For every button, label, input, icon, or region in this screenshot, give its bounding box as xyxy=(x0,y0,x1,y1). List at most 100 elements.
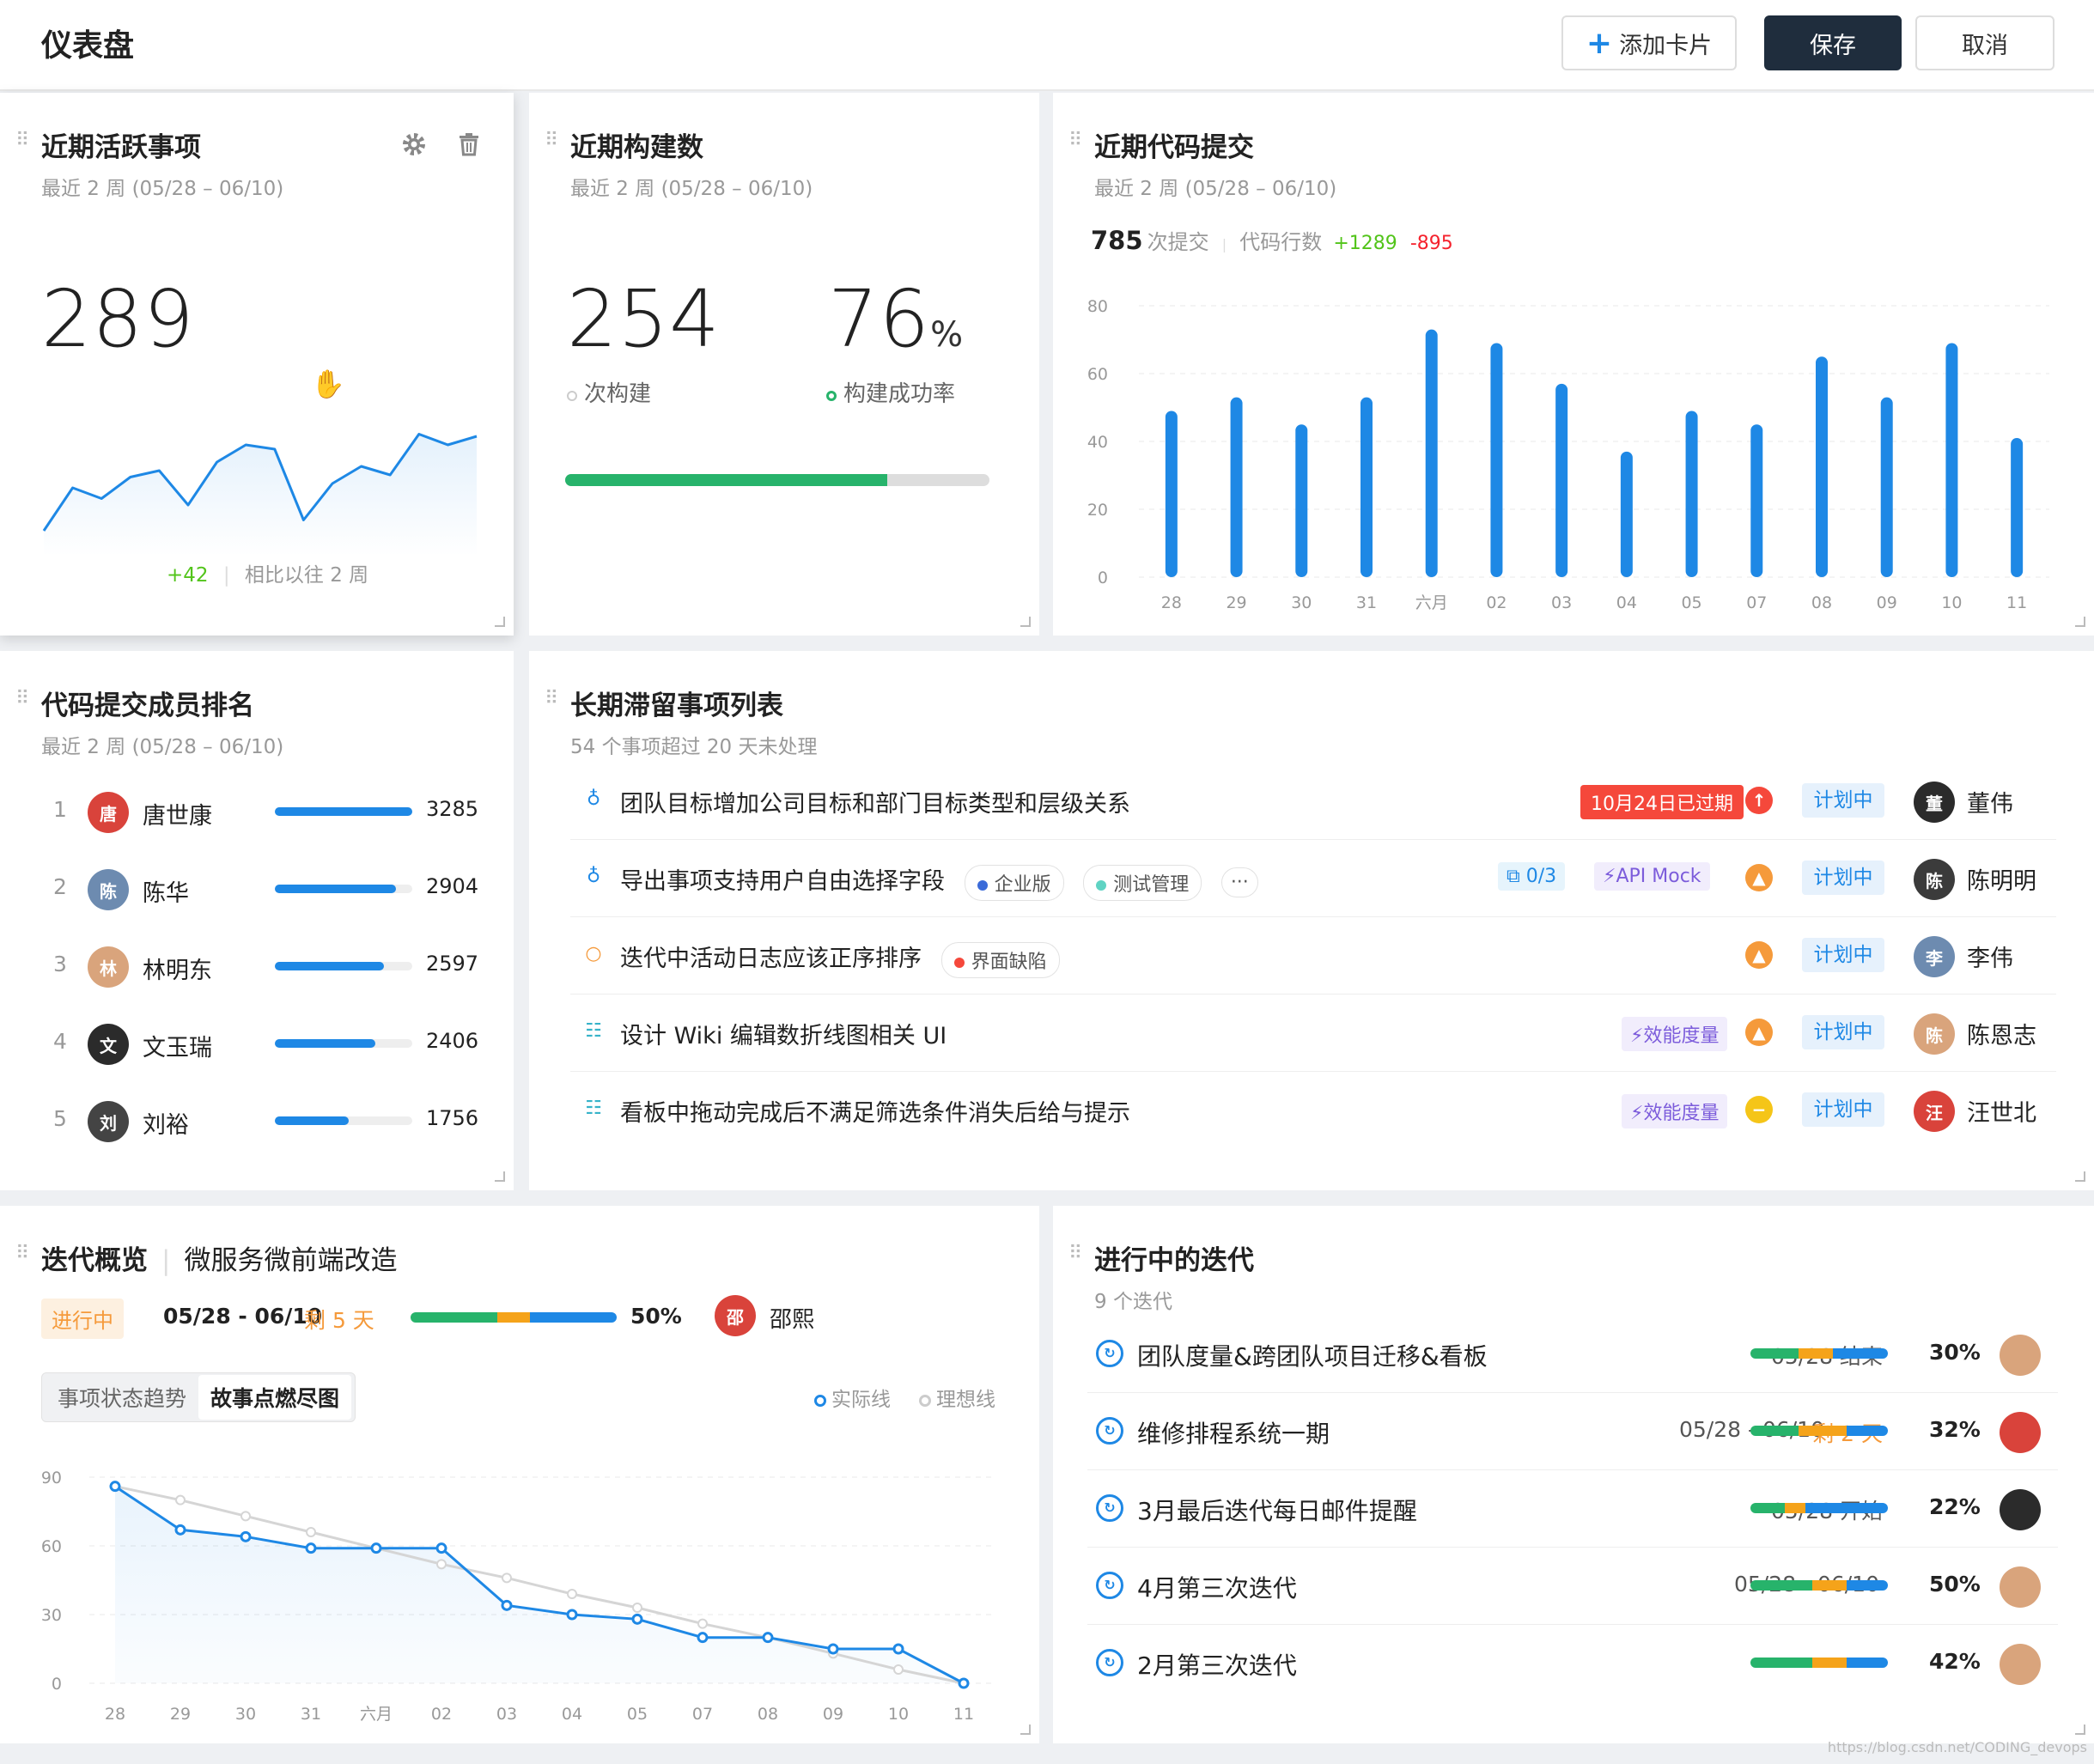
card-ranking[interactable]: ⠿ 代码提交成员排名 最近 2 周 (05/28 – 06/10) 1 唐 唐世… xyxy=(0,651,514,1190)
drag-handle-icon[interactable]: ⠿ xyxy=(545,688,558,709)
ranking-row[interactable]: 1 唐 唐世康 3285 xyxy=(0,787,514,838)
iteration-row[interactable]: ↻ 3月最后迭代每日邮件提醒 05/28 开始 22% xyxy=(1087,1470,2058,1548)
y-tick-label: 90 xyxy=(41,1469,62,1487)
iteration-name[interactable]: 4月第三次迭代 xyxy=(1137,1574,1297,1603)
drag-handle-icon[interactable]: ⠿ xyxy=(545,130,558,151)
card-stale-items[interactable]: ⠿ 长期滞留事项列表 54 个事项超过 20 天未处理 ♁ 团队目标增加公司目标… xyxy=(529,651,2094,1190)
more-tags-button[interactable]: ··· xyxy=(1220,867,1258,897)
iteration-name[interactable]: 维修排程系统一期 xyxy=(1137,1420,1330,1448)
project-chip[interactable]: ⚡效能度量 xyxy=(1622,1094,1728,1128)
resize-handle[interactable] xyxy=(2075,617,2085,627)
item-title[interactable]: 设计 Wiki 编辑数折线图相关 UI xyxy=(620,1023,947,1049)
iteration-name[interactable]: 团队度量&跨团队项目迁移&看板 xyxy=(1137,1342,1488,1371)
item-title[interactable]: 迭代中活动日志应该正序排序 xyxy=(620,946,922,972)
cancel-button[interactable]: 取消 xyxy=(1915,15,2054,70)
status-badge[interactable]: 计划中 xyxy=(1802,1015,1884,1049)
ranking-row[interactable]: 5 刘 刘裕 1756 xyxy=(0,1096,514,1147)
iteration-row[interactable]: ↻ 4月第三次迭代 05/28 - 06/10 50% xyxy=(1087,1548,2058,1625)
avatar: 董 xyxy=(1914,782,1955,823)
divider: | xyxy=(222,564,230,587)
priority-icon[interactable]: ▲ xyxy=(1745,1019,1773,1046)
iteration-pct: 22% xyxy=(1929,1494,1981,1519)
drag-handle-icon[interactable]: ⠿ xyxy=(15,688,29,709)
member-value: 2597 xyxy=(426,952,479,976)
rank-bar-fill xyxy=(275,807,412,816)
card-iteration-overview[interactable]: ⠿ 迭代概览 | 微服务微前端改造 进行中 05/28 - 06/10 剩 5 天 … xyxy=(0,1206,1039,1743)
project-chip[interactable]: ⚡效能度量 xyxy=(1622,1017,1728,1051)
card-subtitle: 最近 2 周 (05/28 – 06/10) xyxy=(570,178,813,200)
legend-ideal[interactable]: 理想线 xyxy=(919,1383,995,1412)
item-title[interactable]: 团队目标增加公司目标和部门目标类型和层级关系 xyxy=(620,791,1130,818)
iteration-icon: ↻ xyxy=(1096,1572,1123,1599)
gear-icon[interactable] xyxy=(400,131,428,158)
drag-handle-icon[interactable]: ⠿ xyxy=(15,1243,29,1264)
drag-handle-icon[interactable]: ⠿ xyxy=(15,130,29,151)
iteration-icon: ↻ xyxy=(1096,1340,1123,1367)
priority-icon[interactable]: − xyxy=(1745,1096,1773,1123)
status-badge[interactable]: 计划中 xyxy=(1802,861,1884,895)
resize-handle[interactable] xyxy=(1020,1724,1031,1735)
iteration-name[interactable]: 3月最后迭代每日邮件提醒 xyxy=(1137,1497,1417,1525)
resize-handle[interactable] xyxy=(1020,617,1031,627)
list-item[interactable]: ♁ 导出事项支持用户自由选择字段 企业版 测试管理 ··· ⧉ 0/3 ⚡API… xyxy=(570,840,2056,917)
legend-actual[interactable]: 实际线 xyxy=(814,1383,891,1412)
tag-test-management[interactable]: 测试管理 xyxy=(1083,864,1202,901)
add-card-button[interactable]: + 添加卡片 xyxy=(1561,15,1737,70)
overdue-badge: 10月24日已过期 xyxy=(1580,785,1744,819)
tag-enterprise[interactable]: 企业版 xyxy=(964,864,1064,901)
save-button[interactable]: 保存 xyxy=(1764,15,1902,70)
resize-handle[interactable] xyxy=(495,617,505,627)
priority-icon[interactable]: ↑ xyxy=(1745,787,1773,814)
x-tick-label: 10 xyxy=(888,1705,909,1724)
card-active-items[interactable]: ⠿ 近期活跃事项 最近 2 周 (05/28 – 06/10) 289 ✋ +4… xyxy=(0,93,514,636)
drag-handle-icon[interactable]: ⠿ xyxy=(1068,130,1082,151)
status-badge[interactable]: 计划中 xyxy=(1802,783,1884,818)
status-badge[interactable]: 计划中 xyxy=(1802,938,1884,972)
plus-icon: + xyxy=(1586,25,1613,61)
tab-status-trend[interactable]: 事项状态趋势 xyxy=(58,1386,187,1411)
list-item[interactable]: ○ 迭代中活动日志应该正序排序 界面缺陷 ▲ 计划中 李 李伟 xyxy=(570,917,2056,995)
project-chip[interactable]: ⚡API Mock xyxy=(1594,862,1710,891)
iteration-row[interactable]: ↻ 2月第三次迭代 42% xyxy=(1087,1625,2058,1702)
tag-ui-defect[interactable]: 界面缺陷 xyxy=(940,941,1060,978)
y-tick-label: 60 xyxy=(1087,365,1108,384)
avatar: 陈 xyxy=(88,869,129,910)
iteration-row[interactable]: ↻ 维修排程系统一期 05/28 - 06/10 剩 2 天 32% xyxy=(1087,1393,2058,1470)
card-running-iterations[interactable]: ⠿ 进行中的迭代 9 个迭代 ↻ 团队度量&跨团队项目迁移&看板 05/28 结… xyxy=(1053,1206,2094,1743)
list-item[interactable]: ☷ 看板中拖动完成后不满足筛选条件消失后给与提示 ⚡效能度量 − 计划中 汪 汪… xyxy=(570,1072,2056,1149)
ranking-row[interactable]: 4 文 文玉瑞 2406 xyxy=(0,1019,514,1070)
subtask-chip[interactable]: ⧉ 0/3 xyxy=(1498,862,1566,891)
resize-handle[interactable] xyxy=(2075,1171,2085,1182)
list-item[interactable]: ♁ 团队目标增加公司目标和部门目标类型和层级关系 10月24日已过期 ↑ 计划中… xyxy=(570,763,2056,840)
bar xyxy=(1165,411,1178,577)
item-title[interactable]: 导出事项支持用户自由选择字段 xyxy=(620,868,945,895)
priority-icon[interactable]: ▲ xyxy=(1745,864,1773,891)
page-title: 仪表盘 xyxy=(41,28,135,64)
chart-tab-group: 事项状态趋势 故事点燃尽图 xyxy=(41,1372,356,1422)
bug-icon: ○ xyxy=(585,943,602,964)
drag-handle-icon[interactable]: ⠿ xyxy=(1068,1243,1082,1264)
card-title: 长期滞留事项列表 xyxy=(570,690,783,721)
sparkline-line xyxy=(42,433,478,532)
lightning-icon: ⚡ xyxy=(1630,1103,1644,1124)
avatar: 汪 xyxy=(1914,1091,1955,1132)
card-builds[interactable]: ⠿ 近期构建数 最近 2 周 (05/28 – 06/10) 254 次构建 7… xyxy=(529,93,1039,636)
resize-handle[interactable] xyxy=(2075,1724,2085,1735)
iteration-row[interactable]: ↻ 团队度量&跨团队项目迁移&看板 05/28 结束 30% xyxy=(1087,1316,2058,1393)
x-tick-label: 09 xyxy=(1877,593,1897,612)
ranking-row[interactable]: 3 林 林明东 2597 xyxy=(0,941,514,993)
commit-count: 785 xyxy=(1091,226,1143,255)
tab-burndown[interactable]: 故事点燃尽图 xyxy=(198,1375,352,1420)
iteration-name[interactable]: 微服务微前端改造 xyxy=(184,1245,398,1276)
status-badge[interactable]: 计划中 xyxy=(1802,1092,1884,1127)
priority-icon[interactable]: ▲ xyxy=(1745,941,1773,969)
card-commits[interactable]: ⠿ 近期代码提交 最近 2 周 (05/28 – 06/10) 785 次提交 … xyxy=(1053,93,2094,636)
iteration-name[interactable]: 2月第三次迭代 xyxy=(1137,1651,1297,1680)
rank-number: 4 xyxy=(53,1029,67,1054)
trash-icon[interactable] xyxy=(455,131,483,158)
ranking-row[interactable]: 2 陈 陈华 2904 xyxy=(0,864,514,915)
item-title[interactable]: 看板中拖动完成后不满足筛选条件消失后给与提示 xyxy=(620,1100,1130,1127)
x-tick-label: 11 xyxy=(953,1705,974,1724)
resize-handle[interactable] xyxy=(495,1171,505,1182)
list-item[interactable]: ☷ 设计 Wiki 编辑数折线图相关 UI ⚡效能度量 ▲ 计划中 陈 陈恩志 xyxy=(570,995,2056,1072)
